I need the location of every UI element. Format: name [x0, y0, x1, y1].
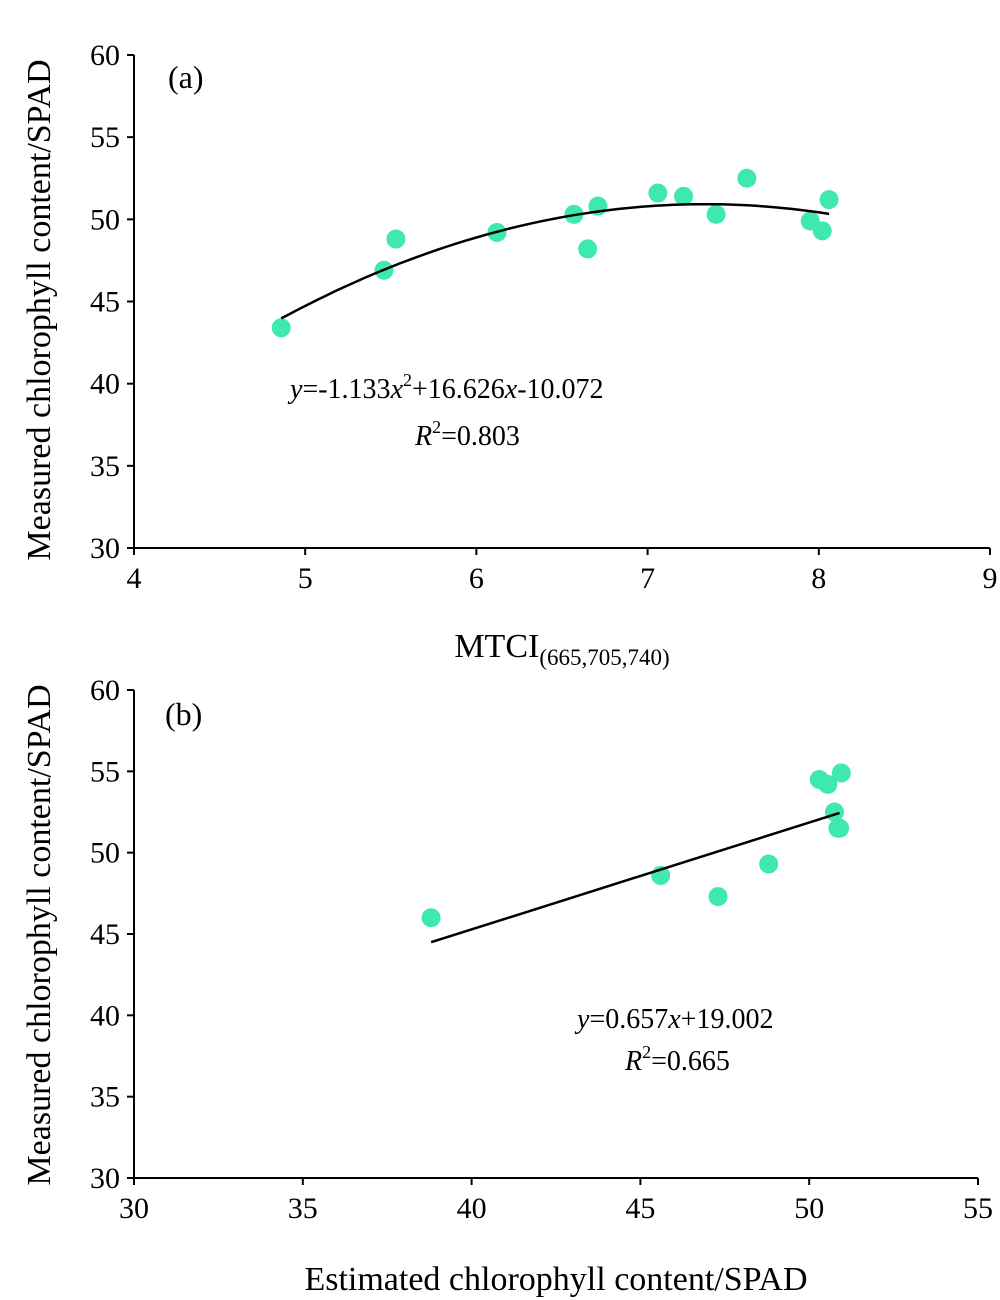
- panel-b-data-point: [818, 774, 838, 794]
- panel-b-data-point: [831, 763, 851, 783]
- panel-b-x-tick-label: 55: [963, 1192, 993, 1225]
- panel-a-x-tick-label: 8: [811, 562, 826, 595]
- panel-a-data-point: [706, 204, 726, 224]
- panel-a-eq-part1: =-1.133: [302, 374, 390, 405]
- panel-a-fit-curve: [280, 202, 830, 320]
- panel-b-axes: [133, 690, 978, 1179]
- panel-b-y-tick-label: 55: [90, 755, 120, 788]
- panel-a-y-tick-label: 50: [90, 203, 120, 236]
- panel-a-eq-part3: -10.072: [517, 374, 603, 405]
- panel-a-data-point: [819, 190, 839, 210]
- panel-b-eq-part2: +19.002: [681, 1004, 774, 1035]
- panel-b-x-axis-label: Estimated chlorophyll content/SPAD: [304, 1261, 807, 1298]
- panel-a-y-axis-label: Measured chlorophyll content/SPAD: [21, 59, 58, 560]
- panel-a-eq-x1: x: [390, 374, 404, 405]
- panel-a-data-point: [271, 318, 291, 338]
- panel-b-ticks: 30 35 40 45 50 55 60 30 35 40 45 50 55: [90, 674, 993, 1225]
- panel-b-fit-line: [430, 811, 840, 944]
- panel-a-data-point: [674, 186, 694, 206]
- panel-b-y-tick-label: 35: [90, 1081, 120, 1114]
- panel-b-equation: y=0.657x+19.002: [574, 1004, 773, 1035]
- panel-a-eq-part2: +16.626: [412, 374, 505, 405]
- panel-a-y-tick-label: 60: [90, 39, 120, 72]
- panel-a-x-tick-label: 5: [298, 562, 313, 595]
- panel-b-data-point: [825, 802, 845, 822]
- panel-a-x-tick-label: 6: [469, 562, 484, 595]
- panel-b-data-point: [830, 818, 850, 838]
- panel-b-r2: R2=0.665: [624, 1042, 730, 1077]
- panel-a-data-point: [578, 239, 598, 259]
- panel-a-r2-r: R: [414, 421, 432, 452]
- panel-b: 30 35 40 45 50 55 60 30 35 40 45 50 55 (b) Measured …: [21, 674, 993, 1298]
- panel-a-x-label-main: MTCI: [454, 628, 539, 665]
- panel-a-r2-exp: 2: [432, 417, 441, 437]
- panel-b-label: (b): [165, 696, 202, 732]
- panel-b-x-tick-label: 30: [119, 1192, 149, 1225]
- panel-b-x-tick-label: 50: [794, 1192, 824, 1225]
- panel-b-x-tick-label: 35: [288, 1192, 318, 1225]
- panel-a-equation: y=-1.133x2+16.626x-10.072: [287, 370, 604, 405]
- panel-a-x-tick-label: 4: [127, 562, 142, 595]
- panel-b-data-point: [421, 908, 441, 928]
- panel-a-eq-y: y: [287, 374, 303, 405]
- panel-a-axes: [133, 55, 990, 549]
- panel-b-r2-exp: 2: [642, 1042, 651, 1062]
- panel-a-x-tick-label: 9: [983, 562, 998, 595]
- panel-a-data-point: [812, 221, 832, 241]
- panel-a-data-point: [648, 183, 668, 203]
- panel-b-y-tick-label: 30: [90, 1162, 120, 1195]
- panel-b-y-tick-label: 45: [90, 918, 120, 951]
- panel-b-y-axis-label: Measured chlorophyll content/SPAD: [21, 684, 58, 1185]
- panel-b-x-tick-label: 40: [457, 1192, 487, 1225]
- panel-b-data-point: [759, 854, 779, 874]
- panel-a-x-axis-label: MTCI(665,705,740): [454, 628, 669, 670]
- panel-a-y-tick-label: 40: [90, 368, 120, 401]
- panel-b-data-point: [708, 887, 728, 907]
- panel-a-y-tick-label: 55: [90, 121, 120, 154]
- panel-b-y-tick-label: 40: [90, 999, 120, 1032]
- panel-a-label: (a): [168, 59, 204, 95]
- panel-b-r2-r: R: [624, 1046, 642, 1077]
- panel-b-y-tick-label: 60: [90, 674, 120, 707]
- panel-b-eq-y: y: [574, 1004, 590, 1035]
- panel-a-r2: R2=0.803: [414, 417, 520, 452]
- panel-a-y-tick-label: 45: [90, 286, 120, 319]
- panel-b-eq-part1: =0.657: [589, 1004, 668, 1035]
- panel-a-r2-value: =0.803: [441, 421, 520, 452]
- panel-a-y-tick-label: 30: [90, 532, 120, 565]
- panel-a-x-tick-label: 7: [640, 562, 655, 595]
- panel-b-r2-value: =0.665: [651, 1046, 730, 1077]
- panel-a-eq-exp: 2: [403, 370, 412, 390]
- panel-a-x-label-subscript: (665,705,740): [539, 645, 669, 670]
- panel-b-points: [421, 763, 851, 928]
- panel-b-x-tick-label: 45: [625, 1192, 655, 1225]
- panel-a-eq-x2: x: [504, 374, 518, 405]
- panel-b-y-tick-label: 50: [90, 837, 120, 870]
- panel-b-eq-x1: x: [667, 1004, 681, 1035]
- panel-a-data-point: [386, 229, 406, 249]
- panel-a-y-tick-label: 35: [90, 450, 120, 483]
- panel-a-points: [271, 168, 839, 338]
- panel-a-data-point: [737, 168, 757, 188]
